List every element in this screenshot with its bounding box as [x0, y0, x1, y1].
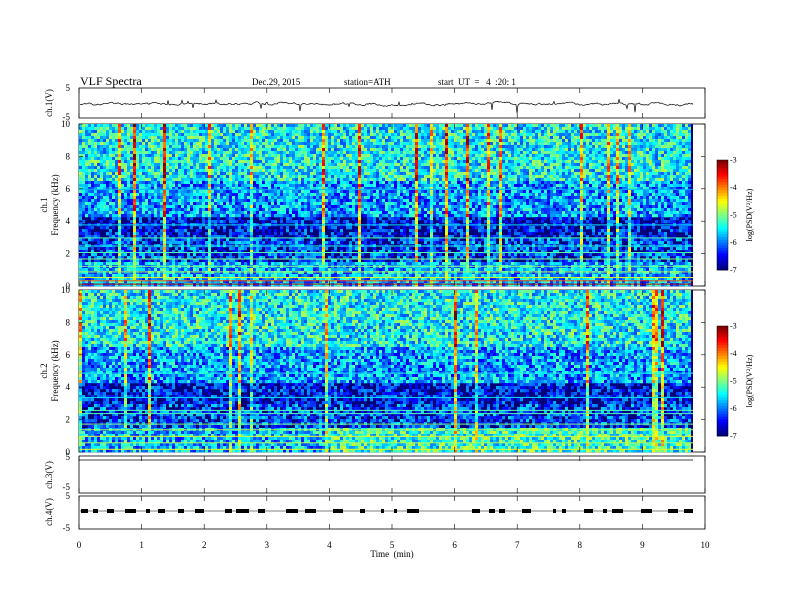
colorbar-tick-label: -7: [730, 432, 737, 441]
ch4-ylabel: ch.4(V): [44, 498, 54, 526]
time-tick-label: 0: [77, 540, 82, 550]
ch4-waveform-panel: 5 -5 ch.4(V): [44, 491, 706, 533]
figure-title: VLF Spectra: [80, 74, 142, 88]
ch3-ytick-bottom: -5: [63, 482, 71, 492]
x-axis-label: Time (min): [370, 549, 413, 559]
ch1-ytick-top: 5: [66, 83, 71, 93]
frequency-tick-label: 10: [61, 285, 71, 295]
ch1-colorbar: -3 -4 -5 -6 -7 log(PSD(V²/Hz): [716, 156, 754, 275]
frequency-tick-label: 4: [66, 216, 71, 226]
ch2-colorbar: -3 -4 -5 -6 -7 log(PSD(V²/Hz): [716, 322, 754, 441]
frequency-tick-label: 6: [66, 184, 71, 194]
ch1-waveform-panel: 5 -5 ch.1(V): [44, 83, 706, 122]
ch2-spectrogram-panel: 0 2 4 6 8 10 ch.2 Frequency (kHz): [39, 285, 706, 457]
date-label: Dec.29, 2015: [252, 77, 301, 87]
colorbar-tick-label: -6: [730, 238, 737, 247]
time-tick-label: 8: [578, 540, 583, 550]
ch2-spectrogram-image: [79, 290, 693, 453]
ch1-waveform-trace: [80, 99, 694, 114]
frequency-tick-label: 6: [66, 350, 71, 360]
ch2-spec-ylabel-frequency: Frequency (kHz): [50, 340, 60, 401]
time-tick-label: 2: [202, 540, 207, 550]
ch4-ytick-bottom: -5: [63, 523, 71, 533]
colorbar-tick-label: -5: [730, 211, 737, 220]
ch1-ylabel: ch.1(V): [44, 89, 54, 117]
time-tick-label: 3: [265, 540, 270, 550]
time-tick-label: 1: [139, 540, 144, 550]
time-tick-label: 7: [515, 540, 520, 550]
ch3-ytick-top: 5: [66, 452, 71, 462]
frequency-tick-label: 8: [66, 151, 71, 161]
ch1-spec-ylabel: ch.1: [39, 197, 49, 212]
colorbar-label: log(PSD(V²/Hz): [745, 354, 754, 407]
frequency-tick-label: 2: [66, 249, 71, 259]
frequency-tick-label: 4: [66, 382, 71, 392]
frequency-tick-label: 8: [66, 317, 71, 327]
ch1-ytick-bottom: -5: [63, 112, 71, 122]
ch1-spectrogram-panel: 0 2 4 6 8 10 ch.1 Frequency (kHz): [39, 119, 706, 291]
time-axis: 0 1 2 3 4 5 6 7 8 9 10: [77, 88, 710, 550]
station-label: station=ATH: [344, 77, 391, 87]
frequency-tick-label: 10: [61, 119, 71, 129]
time-tick-label: 4: [327, 540, 332, 550]
ch4-waveform-trace: [80, 509, 693, 513]
time-tick-label: 6: [452, 540, 457, 550]
ch3-ylabel: ch.3(V): [44, 461, 54, 489]
colorbar-tick-label: -4: [730, 183, 737, 192]
ch4-ytick-top: 5: [66, 491, 71, 501]
time-tick-label: 10: [701, 540, 711, 550]
colorbar-tick-label: -6: [730, 404, 737, 413]
start-time-label: start UT = 4 :20: 1: [438, 77, 516, 87]
frequency-tick-label: 0: [66, 281, 71, 291]
colorbar-tick-label: -5: [730, 377, 737, 386]
time-tick-label: 5: [390, 540, 395, 550]
colorbar-label: log(PSD(V²/Hz): [745, 188, 754, 241]
colorbar-tick-label: -3: [730, 322, 737, 331]
colorbar-tick-label: -3: [730, 156, 737, 165]
frequency-tick-label: 0: [66, 447, 71, 457]
ch2-spec-ylabel: ch.2: [39, 363, 49, 378]
ch1-spectrogram-image: [79, 124, 693, 287]
ch3-waveform-panel: 5 -5 ch.3(V): [44, 452, 706, 494]
ch1-spec-ylabel-frequency: Frequency (kHz): [50, 174, 60, 235]
colorbar-tick-label: -7: [730, 266, 737, 275]
frequency-tick-label: 2: [66, 415, 71, 425]
colorbar-tick-label: -4: [730, 349, 737, 358]
time-tick-label: 9: [640, 540, 645, 550]
